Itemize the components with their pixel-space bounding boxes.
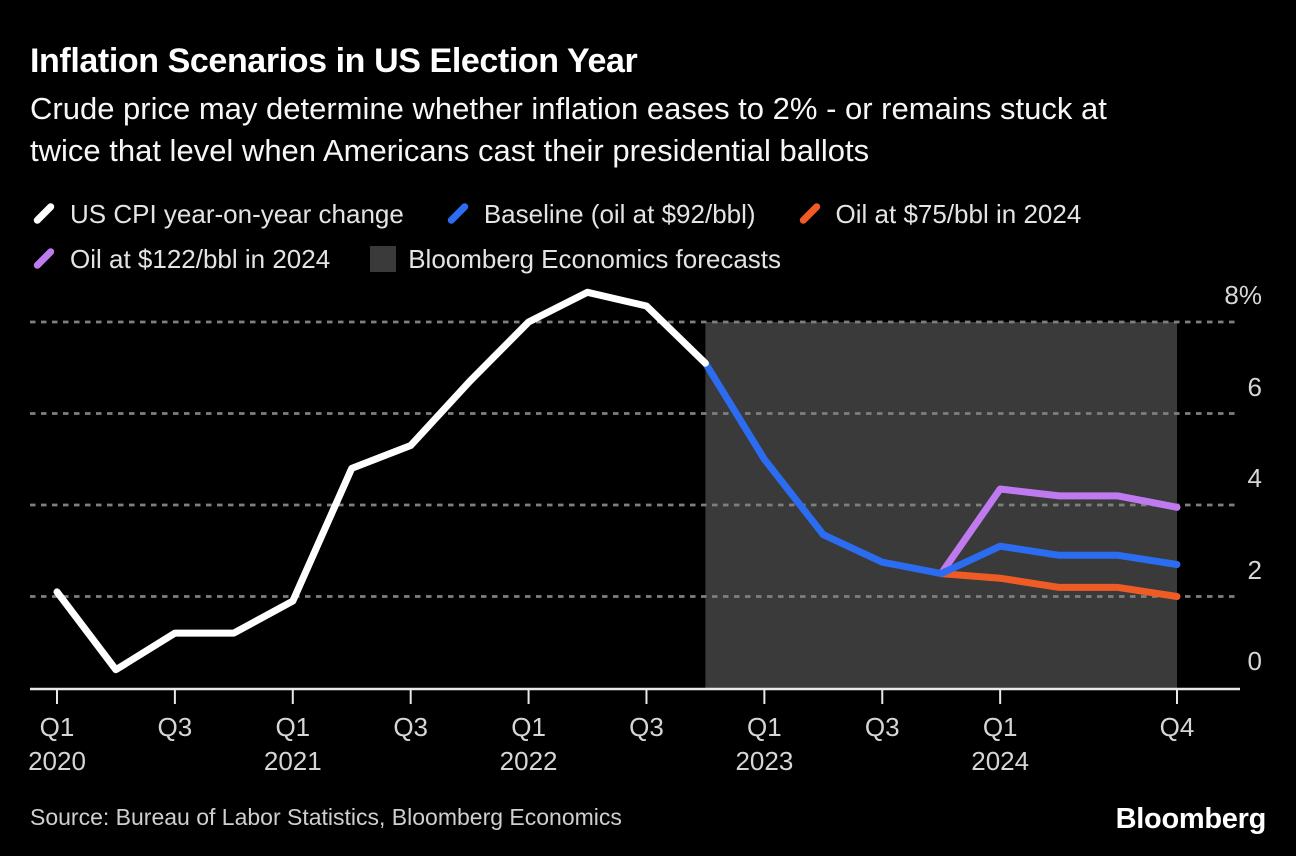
legend-label: Bloomberg Economics forecasts xyxy=(408,243,782,274)
x-axis-label-Q12022: Q1 xyxy=(511,712,546,742)
forecast-swatch-icon xyxy=(370,246,397,272)
x-axis-label-Q12024: Q1 xyxy=(982,712,1018,742)
x-axis-label-Q12023: Q1 xyxy=(747,712,782,742)
chart-subtitle-line-2: twice that level when Americans cast the… xyxy=(30,133,870,168)
y-axis-label-8%: 8% xyxy=(1224,280,1262,310)
legend-row-1: US CPI year-on-year change Baseline (oil… xyxy=(30,194,1081,234)
x-axis-year-2021: 2021 xyxy=(263,746,322,776)
x-axis-label-Q12021: Q1 xyxy=(275,712,311,742)
chart-subtitle-line-1: Crude price may determine whether inflat… xyxy=(30,91,1107,126)
y-axis-label-0: 0 xyxy=(1247,646,1262,676)
legend-item-baseline: Baseline (oil at $92/bbl) xyxy=(444,199,756,230)
x-axis-label-Q3: Q3 xyxy=(629,712,664,742)
legend-label: Oil at $122/bbl in 2024 xyxy=(70,243,331,274)
legend-label: US CPI year-on-year change xyxy=(70,198,404,229)
x-axis-label-Q4: Q4 xyxy=(1159,712,1195,742)
x-axis-year-2024: 2024 xyxy=(971,746,1030,776)
x-axis-label-Q3: Q3 xyxy=(393,712,429,742)
y-axis-label-4: 4 xyxy=(1247,463,1262,493)
x-axis-year-2023: 2023 xyxy=(735,746,794,776)
x-axis-label-Q12020: Q1 xyxy=(39,712,75,742)
bloomberg-logo: Bloomberg xyxy=(1115,803,1267,835)
source-note: Source: Bureau of Labor Statistics, Bloo… xyxy=(30,804,622,830)
y-axis-label-6: 6 xyxy=(1247,371,1262,402)
legend-label: Baseline (oil at $92/bbl) xyxy=(483,198,756,229)
legend-item-oil-75: Oil at $75/bbl in 2024 xyxy=(796,198,1082,230)
series-line-oil-122 xyxy=(937,485,1181,578)
series-line-oil-75 xyxy=(937,570,1181,600)
x-axis-year-2020: 2020 xyxy=(28,746,86,776)
legend-item-forecasts: Bloomberg Economics forecasts xyxy=(370,244,781,275)
chart-title: Inflation Scenarios in US Election Year xyxy=(30,42,638,80)
chart-subtitle: Crude price may determine whether inflat… xyxy=(30,88,1107,172)
x-axis-label-Q3: Q3 xyxy=(157,712,193,742)
legend-item-oil-122: Oil at $122/bbl in 2024 xyxy=(30,244,330,275)
x-axis-year-2022: 2022 xyxy=(499,746,558,776)
forecast-region xyxy=(705,322,1177,689)
legend-label: Oil at $75/bbl in 2024 xyxy=(835,198,1082,229)
x-axis-label-Q3: Q3 xyxy=(864,712,900,742)
series-line-us-cpi xyxy=(53,288,709,674)
chart-legend: US CPI year-on-year change Baseline (oil… xyxy=(30,194,1081,284)
legend-item-us-cpi: US CPI year-on-year change xyxy=(30,199,404,230)
series-line-baseline-92 xyxy=(701,359,1181,578)
y-axis-label-2: 2 xyxy=(1247,554,1262,585)
legend-row-2: Oil at $122/bbl in 2024 Bloomberg Econom… xyxy=(30,239,1081,279)
